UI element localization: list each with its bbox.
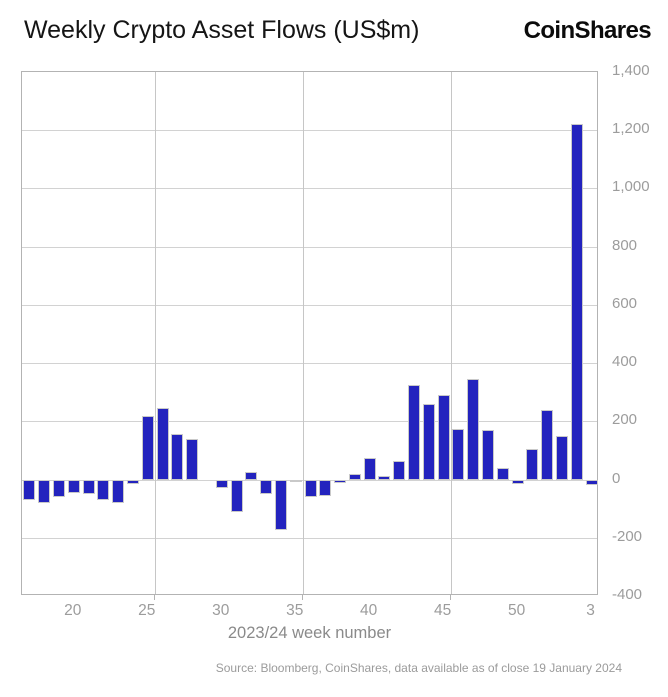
x-tick-label-week-3: 3 (586, 602, 595, 619)
bar-week-39 (348, 473, 361, 480)
bar-week-20 (67, 479, 80, 493)
h-gridline (22, 130, 597, 132)
bar-week-3 (585, 479, 598, 486)
y-tick-label: 200 (612, 411, 638, 429)
bar-week-43 (408, 384, 421, 480)
y-tick-label: 600 (612, 294, 638, 312)
page-title: Weekly Crypto Asset Flows (US$m) (24, 16, 420, 44)
bar-week-19 (52, 479, 65, 497)
bar-week-45 (437, 395, 450, 480)
v-gridline (155, 72, 157, 594)
v-gridline (303, 72, 305, 594)
bar-week-37 (319, 479, 332, 496)
x-axis-tick (302, 595, 304, 600)
bar-week-34 (274, 479, 287, 531)
h-gridline (22, 246, 597, 248)
x-tick-label-week-50: 50 (508, 602, 526, 619)
y-tick-label: 0 (612, 469, 621, 487)
bar-week-44 (422, 403, 435, 480)
bar-week-27 (171, 434, 184, 480)
bar-week-23 (112, 479, 125, 503)
bar-week-38 (334, 479, 347, 484)
bar-week-2 (570, 124, 583, 480)
bar-week-35 (289, 479, 302, 482)
y-tick-label: 400 (612, 353, 638, 371)
y-tick-label: 800 (612, 236, 638, 254)
bar-week-31 (230, 479, 243, 512)
coinshares-logo: CoinShares (523, 17, 652, 44)
bar-week-25 (141, 415, 154, 480)
bar-week-42 (393, 460, 406, 480)
bar-week-40 (363, 457, 376, 480)
bar-week-52 (541, 409, 554, 480)
y-tick-label: -400 (612, 586, 643, 603)
bar-week-51 (526, 448, 539, 480)
bar-week-41 (378, 476, 391, 480)
h-gridline (22, 537, 597, 539)
x-tick-label-week-30: 30 (212, 602, 230, 619)
h-gridline (22, 188, 597, 190)
h-gridline (22, 304, 597, 306)
bar-week-48 (482, 430, 495, 480)
bar-week-49 (496, 467, 509, 480)
y-tick-label: 1,400 (612, 62, 650, 79)
bar-week-46 (452, 428, 465, 480)
h-gridline (22, 421, 597, 423)
bar-week-30 (215, 479, 228, 489)
bar-week-50 (511, 479, 524, 484)
bar-week-1 (556, 435, 568, 480)
y-tick-label: 1,000 (612, 178, 650, 196)
x-axis-title: 2023/24 week number (227, 624, 392, 642)
x-tick-label-week-25: 25 (138, 602, 156, 619)
x-tick-label-week-35: 35 (286, 602, 304, 619)
bar-week-33 (260, 479, 273, 495)
bar-week-22 (97, 479, 110, 500)
x-tick-label-week-20: 20 (64, 602, 82, 619)
x-axis-tick (450, 595, 452, 600)
source-note: Source: Bloomberg, CoinShares, data avai… (215, 661, 622, 675)
h-gridline (22, 363, 597, 365)
bar-week-36 (304, 479, 317, 497)
bar-week-32 (245, 472, 258, 480)
bar-week-47 (467, 379, 480, 480)
y-tick-label: -200 (612, 527, 643, 545)
x-tick-label-week-40: 40 (360, 602, 378, 619)
x-tick-label-week-45: 45 (434, 602, 452, 619)
y-tick-label: 1,200 (612, 120, 650, 138)
bar-week-21 (82, 479, 95, 495)
bar-week-28 (186, 438, 199, 480)
chart-plot-area (21, 71, 598, 595)
bar-week-18 (38, 479, 51, 503)
bar-week-24 (126, 479, 139, 484)
bar-week-17 (23, 479, 36, 500)
bar-week-26 (156, 408, 169, 480)
x-axis-tick (154, 595, 156, 600)
v-gridline (451, 72, 453, 594)
